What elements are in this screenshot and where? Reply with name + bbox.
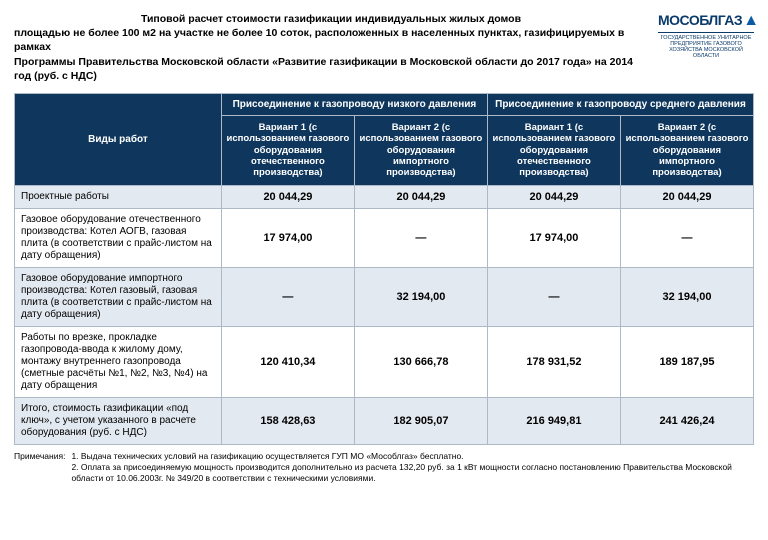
- table-row: Итого, стоимость газификации «под ключ»,…: [15, 397, 754, 444]
- row-value: 20 044,29: [487, 185, 620, 208]
- col-low-v1: Вариант 1 (с использованием газового обо…: [221, 115, 354, 185]
- row-value: —: [221, 267, 354, 326]
- row-value: 32 194,00: [354, 267, 487, 326]
- col-group-mid: Присоединение к газопроводу среднего дав…: [487, 93, 753, 115]
- note-2: 2. Оплата за присоединяемую мощность про…: [71, 462, 754, 483]
- row-value: —: [487, 267, 620, 326]
- row-value: —: [620, 208, 753, 267]
- row-value: 20 044,29: [221, 185, 354, 208]
- title-line2: площадью не более 100 м2 на участке не б…: [14, 26, 648, 54]
- row-value: 32 194,00: [620, 267, 753, 326]
- row-value: 20 044,29: [354, 185, 487, 208]
- row-value: 17 974,00: [221, 208, 354, 267]
- logo-text: МОСОБЛГАЗ▲: [658, 12, 754, 30]
- logo-name: МОСОБЛГАЗ: [658, 12, 742, 28]
- notes: Примечания: 1. Выдача технических услови…: [14, 451, 754, 485]
- row-value: 158 428,63: [221, 397, 354, 444]
- col-work: Виды работ: [15, 93, 222, 185]
- row-value: 216 949,81: [487, 397, 620, 444]
- row-value: 241 426,24: [620, 397, 753, 444]
- note-1: 1. Выдача технических условий на газифик…: [71, 451, 754, 462]
- row-value: 189 187,95: [620, 326, 753, 397]
- flame-icon: ▲: [743, 12, 758, 29]
- row-value: 130 666,78: [354, 326, 487, 397]
- logo: МОСОБЛГАЗ▲ ГОСУДАРСТВЕННОЕ УНИТАРНОЕ ПРЕ…: [658, 12, 754, 59]
- col-mid-v2: Вариант 2 (с использованием газового обо…: [620, 115, 753, 185]
- row-label: Работы по врезке, прокладке газопровода-…: [15, 326, 222, 397]
- cost-table: Виды работ Присоединение к газопроводу н…: [14, 93, 754, 445]
- row-value: 182 905,07: [354, 397, 487, 444]
- row-label: Итого, стоимость газификации «под ключ»,…: [15, 397, 222, 444]
- row-value: 20 044,29: [620, 185, 753, 208]
- table-row: Проектные работы20 044,2920 044,2920 044…: [15, 185, 754, 208]
- page-title: Типовой расчет стоимости газификации инд…: [14, 12, 648, 83]
- row-value: —: [354, 208, 487, 267]
- title-line3: Программы Правительства Московской облас…: [14, 55, 648, 83]
- row-value: 178 931,52: [487, 326, 620, 397]
- col-mid-v1: Вариант 1 (с использованием газового обо…: [487, 115, 620, 185]
- row-label: Газовое оборудование импортного производ…: [15, 267, 222, 326]
- table-row: Газовое оборудование отечественного прои…: [15, 208, 754, 267]
- row-label: Проектные работы: [15, 185, 222, 208]
- title-line1: Типовой расчет стоимости газификации инд…: [14, 12, 648, 26]
- notes-label: Примечания:: [14, 451, 71, 485]
- row-value: 17 974,00: [487, 208, 620, 267]
- col-low-v2: Вариант 2 (с использованием газового обо…: [354, 115, 487, 185]
- table-row: Газовое оборудование импортного производ…: [15, 267, 754, 326]
- logo-subtitle: ГОСУДАРСТВЕННОЕ УНИТАРНОЕ ПРЕДПРИЯТИЕ ГА…: [658, 32, 754, 59]
- table-row: Работы по врезке, прокладке газопровода-…: [15, 326, 754, 397]
- col-group-low: Присоединение к газопроводу низкого давл…: [221, 93, 487, 115]
- row-value: 120 410,34: [221, 326, 354, 397]
- row-label: Газовое оборудование отечественного прои…: [15, 208, 222, 267]
